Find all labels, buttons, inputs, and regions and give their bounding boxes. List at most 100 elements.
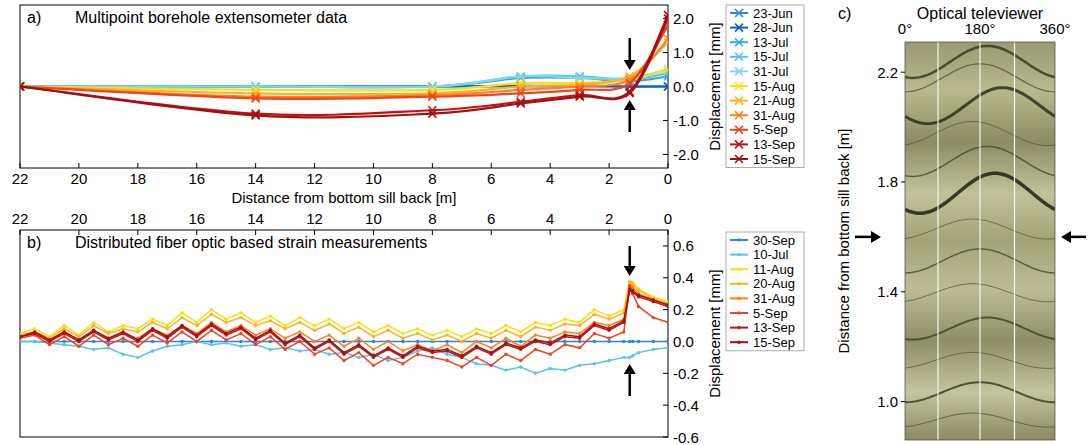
marker-stroke	[252, 111, 260, 119]
legend-label: 31-Aug	[753, 108, 795, 123]
marker	[357, 321, 360, 324]
marker	[20, 340, 22, 343]
marker	[357, 340, 360, 343]
marker	[593, 313, 596, 316]
y-axis-title: Displacement [mm]	[706, 269, 723, 397]
marker	[628, 356, 631, 359]
marker	[239, 340, 242, 343]
marker	[490, 332, 493, 335]
marker	[62, 335, 65, 338]
marker	[416, 340, 419, 343]
arrows	[624, 38, 636, 132]
marker	[342, 351, 345, 354]
marker	[428, 93, 436, 101]
marker-stroke	[626, 88, 634, 96]
marker	[401, 349, 404, 352]
marker	[445, 359, 448, 362]
legend-swatch	[730, 341, 748, 343]
marker	[357, 325, 360, 328]
marker	[737, 253, 740, 256]
marker	[504, 324, 507, 327]
x-tick-label: 0	[664, 170, 672, 187]
marker	[166, 335, 169, 338]
marker	[372, 348, 375, 351]
marker-stroke	[735, 67, 743, 75]
marker-stroke	[735, 67, 743, 75]
marker-stroke	[664, 11, 668, 19]
x-tick-label: 14	[247, 210, 264, 227]
marker	[735, 82, 743, 90]
marker	[519, 335, 522, 338]
marker	[563, 333, 566, 336]
marker	[180, 340, 183, 343]
series-line	[20, 286, 668, 367]
marker-stroke	[517, 99, 525, 107]
x-tick-label: 20	[71, 170, 88, 187]
marker	[652, 298, 655, 301]
arrow-shaft	[628, 374, 631, 396]
marker	[401, 354, 404, 357]
marker	[563, 368, 566, 371]
y-tick-label: -2.0	[673, 146, 699, 163]
series-group	[20, 11, 668, 119]
marker	[548, 353, 551, 356]
marker	[357, 343, 360, 346]
marker	[180, 324, 183, 327]
legend-label: 13-Jul	[753, 35, 789, 50]
legend-label: 11-Aug	[753, 262, 794, 277]
marker	[92, 321, 95, 324]
marker	[735, 111, 743, 119]
marker	[666, 346, 668, 349]
legend-label: 15-Aug	[753, 79, 795, 94]
marker-stroke	[428, 110, 436, 118]
marker	[607, 340, 610, 343]
marker	[517, 99, 525, 107]
x-tick-label: 6	[487, 170, 495, 187]
marker	[631, 354, 634, 357]
marker	[121, 340, 124, 343]
marker-stroke	[626, 79, 634, 87]
marker	[357, 337, 360, 340]
x-tick-label: 14	[247, 170, 264, 187]
marker	[428, 110, 436, 118]
marker-stroke	[735, 126, 743, 134]
series-line	[20, 39, 668, 97]
marker-stroke	[664, 35, 668, 43]
marker	[166, 345, 169, 348]
marker	[77, 345, 80, 348]
marker-stroke	[252, 94, 260, 102]
x-tick-label: 12	[306, 210, 323, 227]
marker-stroke	[517, 72, 525, 80]
marker	[313, 340, 316, 343]
legend-label: 13-Sep	[753, 320, 795, 335]
marker	[626, 88, 634, 96]
legend-label: 10-Jul	[753, 247, 789, 262]
legend-label: 15-Sep	[753, 335, 795, 350]
marker	[578, 321, 581, 324]
panel-title: Multipoint borehole extensometer data	[75, 9, 347, 26]
y-tick-label: 0.2	[673, 301, 694, 318]
marker	[136, 356, 139, 359]
marker	[254, 324, 257, 327]
legend-swatch	[730, 254, 748, 256]
marker	[666, 340, 668, 343]
marker	[534, 372, 537, 375]
marker	[33, 327, 36, 330]
x-tick	[609, 163, 610, 168]
marker	[386, 340, 389, 343]
marker-stroke	[664, 35, 668, 43]
marker	[431, 346, 434, 349]
marker	[20, 340, 22, 343]
marker	[735, 53, 743, 61]
marker	[475, 340, 478, 343]
marker	[254, 343, 257, 346]
image-frame	[905, 42, 1055, 440]
marker	[151, 349, 154, 352]
panel-title: Optical televiewer	[917, 5, 1044, 22]
marker	[460, 340, 463, 343]
marker	[386, 359, 389, 362]
marker-stroke	[735, 111, 743, 119]
marker	[328, 346, 331, 349]
marker	[631, 282, 634, 285]
marker	[593, 340, 596, 343]
